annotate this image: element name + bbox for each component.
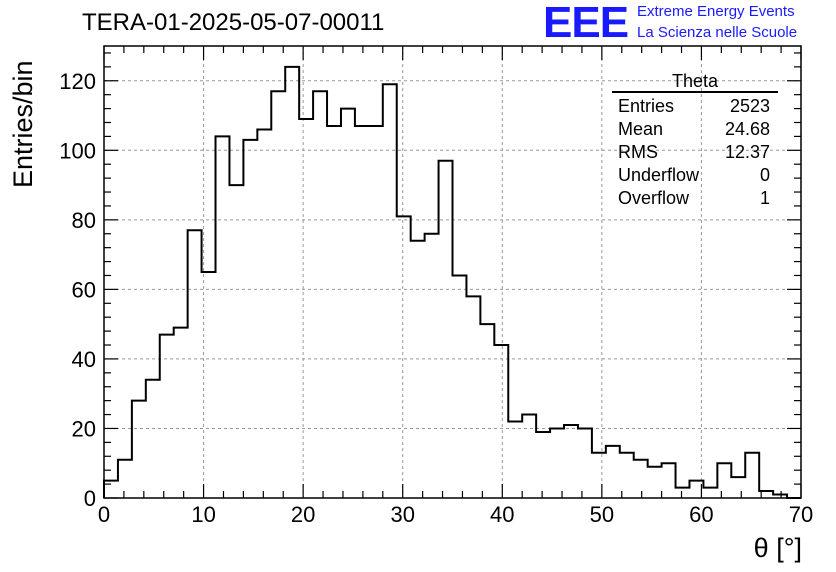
x-tick-label: 0 bbox=[98, 502, 110, 527]
y-tick-label: 40 bbox=[72, 347, 96, 372]
chart-title: TERA-01-2025-05-07-00011 bbox=[82, 9, 385, 36]
eee-logo: EEE bbox=[543, 0, 629, 47]
x-tick-label: 50 bbox=[590, 502, 614, 527]
logo-line-2: La Scienza nelle Scuole bbox=[637, 24, 798, 41]
plot-frame bbox=[103, 45, 802, 499]
x-tick-label: 10 bbox=[191, 502, 215, 527]
stats-value: 1 bbox=[759, 188, 770, 208]
x-tick-label: 40 bbox=[490, 502, 514, 527]
stats-box: Theta Entries 2523 Mean 24.68 RMS 12.37 … bbox=[612, 71, 778, 210]
stats-separator bbox=[612, 91, 778, 93]
x-tick-label: 60 bbox=[689, 502, 713, 527]
stats-value: 0 bbox=[759, 165, 770, 185]
stats-value: 24.68 bbox=[724, 119, 770, 139]
y-tick-label: 100 bbox=[59, 138, 96, 163]
stats-row-entries: Entries 2523 bbox=[612, 95, 778, 118]
y-axis-label: Entries/bin bbox=[8, 60, 38, 188]
x-tick-label: 30 bbox=[390, 502, 414, 527]
histogram-series-theta bbox=[103, 65, 801, 499]
y-tick-label: 120 bbox=[59, 69, 96, 94]
stats-row-rms: RMS 12.37 bbox=[612, 141, 778, 164]
stats-row-underflow: Underflow 0 bbox=[612, 164, 778, 187]
stats-label: Overflow bbox=[618, 188, 690, 208]
stats-label: Mean bbox=[618, 119, 664, 139]
stats-label: RMS bbox=[618, 142, 658, 162]
stats-title: Theta bbox=[671, 71, 719, 91]
stats-value: 12.37 bbox=[724, 142, 770, 162]
stats-row-overflow: Overflow 1 bbox=[612, 187, 778, 210]
axis-ticks bbox=[103, 46, 802, 499]
y-tick-label: 60 bbox=[72, 277, 96, 302]
stats-row-mean: Mean 24.68 bbox=[612, 118, 778, 141]
x-tick-label: 20 bbox=[291, 502, 315, 527]
stats-label: Underflow bbox=[618, 165, 700, 185]
y-tick-label: 20 bbox=[72, 416, 96, 441]
y-tick-label: 80 bbox=[72, 208, 96, 233]
x-tick-label: 70 bbox=[789, 502, 813, 527]
stats-value: 2523 bbox=[729, 96, 770, 116]
y-tick-label: 0 bbox=[84, 486, 96, 511]
stats-label: Entries bbox=[618, 96, 675, 116]
x-axis-label: θ [°] bbox=[753, 533, 802, 563]
logo-line-1: Extreme Energy Events bbox=[637, 3, 795, 20]
